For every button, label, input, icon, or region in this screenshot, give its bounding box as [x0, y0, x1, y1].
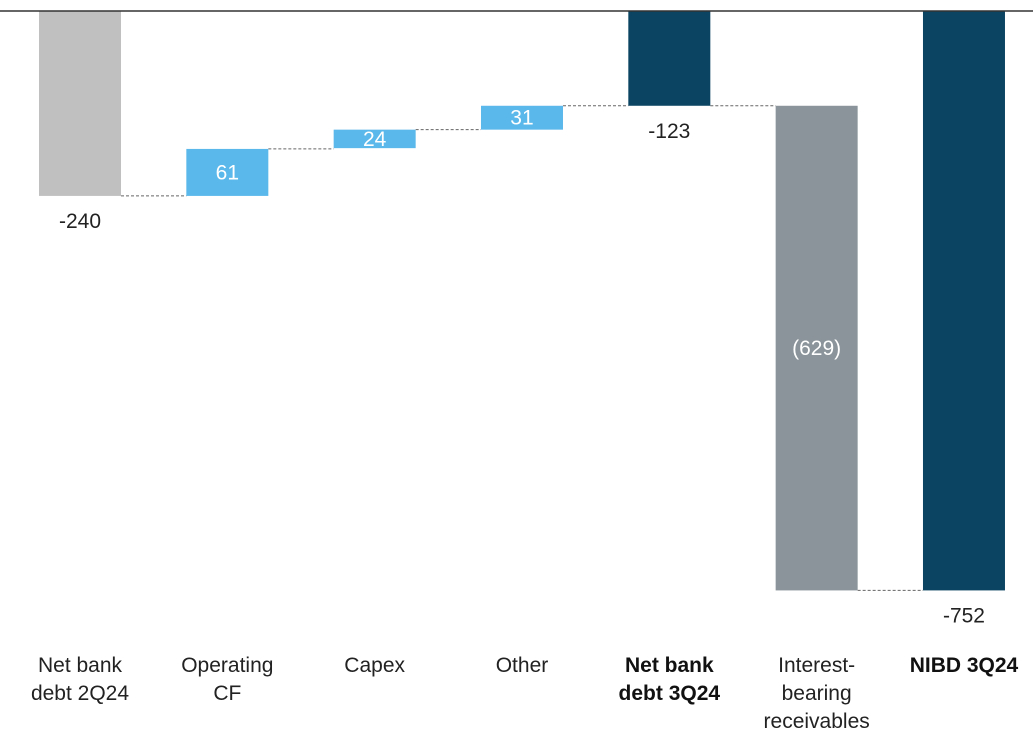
bar-1	[186, 148, 269, 196]
category-label-line: bearing	[782, 682, 852, 705]
value-label-0: -240	[59, 210, 101, 233]
category-label-line: Operating	[181, 654, 273, 677]
value-labels-group: -240 61 24 31 -123 (629) -752	[59, 107, 985, 628]
bar-3	[480, 105, 563, 130]
category-label-2: Capex	[344, 654, 405, 677]
category-label-5: Interest-bearing receivables	[764, 654, 870, 733]
category-label-line: Interest-	[778, 654, 855, 677]
category-label-line: Other	[496, 654, 549, 677]
value-label-3: 31	[510, 107, 533, 130]
bars-group	[39, 11, 1005, 591]
value-label-4: -123	[648, 120, 690, 143]
bar-2	[333, 129, 416, 149]
category-label-line: NIBD 3Q24	[910, 654, 1019, 677]
category-label-line: CF	[213, 682, 241, 705]
value-label-2: 24	[363, 128, 387, 151]
bar-0	[39, 11, 121, 196]
category-labels-group: Net bank debt 2Q24 Operating CF Capex Other Ne…	[31, 654, 1019, 733]
category-label-line: receivables	[764, 710, 870, 733]
category-label-line: Capex	[344, 654, 405, 677]
bar-6	[922, 11, 1005, 591]
category-label-4: Net bank debt 3Q24	[619, 654, 721, 705]
connector-lines	[121, 105, 923, 591]
category-label-line: Net bank	[38, 654, 123, 677]
category-label-6: NIBD 3Q24	[910, 654, 1019, 677]
category-label-line: debt 2Q24	[31, 682, 129, 705]
category-label-line: debt 3Q24	[619, 682, 721, 705]
bar-4	[628, 11, 711, 106]
category-label-3: Other	[496, 654, 549, 677]
category-label-1: Operating CF	[181, 654, 273, 705]
category-label-line: Net bank	[625, 654, 714, 677]
value-label-5: (629)	[792, 337, 841, 360]
category-label-0: Net bank debt 2Q24	[31, 654, 129, 705]
value-label-1: 61	[216, 161, 239, 184]
bar-5	[775, 105, 858, 591]
value-label-6: -752	[943, 604, 985, 627]
